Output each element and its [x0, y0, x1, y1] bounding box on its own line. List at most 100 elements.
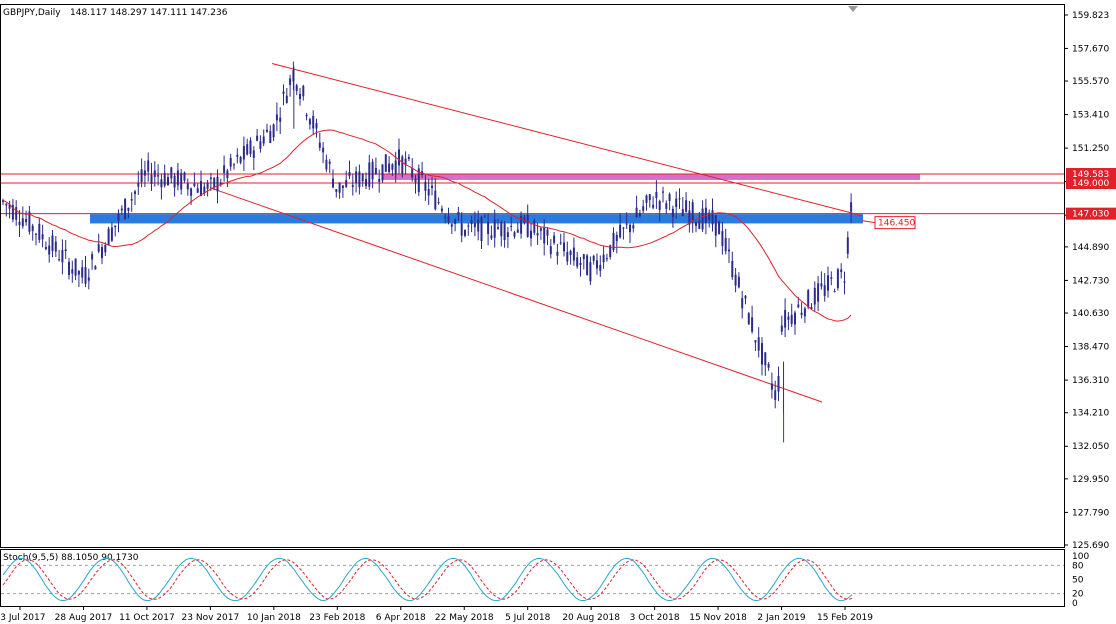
- candle-body: [823, 285, 826, 296]
- candle-body: [381, 164, 384, 181]
- candle-body: [262, 136, 265, 144]
- candle-body: [200, 181, 202, 196]
- trendlines-layer: [209, 63, 863, 403]
- candle-body: [176, 170, 179, 186]
- candle-body: [777, 376, 780, 392]
- candle-body: [384, 154, 387, 172]
- candle-body: [414, 178, 417, 183]
- candle-body: [305, 114, 308, 117]
- candle-body: [820, 283, 823, 287]
- candle-body: [609, 245, 612, 257]
- candle-body: [800, 312, 803, 316]
- candle-body: [107, 228, 110, 245]
- stoch-scale-label: 20: [1072, 590, 1084, 600]
- candle-body: [18, 221, 21, 225]
- resistance-zone: [382, 173, 920, 180]
- candle-body: [407, 157, 410, 159]
- candle-body: [437, 202, 440, 204]
- y-tick-label: 138.470: [1072, 343, 1109, 353]
- candle-body: [546, 229, 549, 236]
- note-pointer: [861, 220, 876, 224]
- candle-body: [127, 207, 130, 211]
- candle-body: [520, 215, 523, 234]
- candle-body: [731, 260, 734, 278]
- candle-body: [701, 208, 704, 230]
- candle-body: [285, 95, 288, 103]
- ohlc-readout: 148.117 148.297 147.111 147.236: [70, 8, 228, 18]
- candle-body: [457, 211, 460, 215]
- candle-body: [335, 189, 338, 192]
- candle-body: [787, 316, 790, 320]
- price-tag-resistance-text: 149.583: [1072, 170, 1109, 180]
- candle-body: [695, 222, 697, 226]
- x-tick-label: 2 Jan 2019: [757, 613, 805, 623]
- candle-body: [104, 245, 107, 253]
- candle-body: [259, 141, 262, 149]
- candle-body: [784, 309, 787, 328]
- candle-body: [8, 204, 11, 209]
- x-tick-label: 15 Feb 2019: [817, 613, 873, 623]
- candle-body: [269, 130, 272, 144]
- candle-body: [434, 190, 437, 210]
- candle-body: [272, 124, 275, 138]
- x-tick-label: 20 Aug 2018: [562, 613, 620, 623]
- candle-body: [846, 237, 849, 254]
- candle-body: [94, 266, 97, 270]
- candle-body: [226, 170, 229, 179]
- channel-upper-line[interactable]: [271, 63, 863, 217]
- candle-body: [183, 172, 186, 181]
- candle-body: [721, 231, 724, 246]
- candle-body: [764, 352, 767, 366]
- candle-body: [589, 262, 592, 282]
- candle-body: [190, 188, 193, 196]
- candle-body: [279, 117, 282, 122]
- candle-body: [629, 224, 631, 233]
- candle-body: [817, 283, 820, 302]
- candle-body: [605, 258, 608, 260]
- candle-body: [744, 295, 747, 299]
- candle-body: [681, 209, 684, 217]
- candle-body: [130, 199, 133, 201]
- moving-average-line: [2, 129, 852, 322]
- y-tick-label: 153.410: [1072, 111, 1109, 121]
- candle-body: [774, 390, 777, 401]
- candle-body: [140, 169, 143, 183]
- candle-body: [612, 232, 615, 250]
- candle-body: [345, 180, 348, 187]
- candle-body: [688, 210, 691, 225]
- price-tag-level-text: 149.000: [1072, 179, 1109, 189]
- candle-body: [473, 222, 476, 228]
- candle-body: [242, 145, 245, 160]
- candle-body: [556, 251, 559, 256]
- candle-body: [790, 314, 793, 324]
- candle-body: [51, 235, 54, 252]
- stoch-scale-label: 0: [1072, 599, 1078, 609]
- x-tick-label: 3 Oct 2018: [630, 613, 680, 623]
- candle-body: [170, 167, 173, 179]
- candle-body: [58, 259, 61, 261]
- candle-body: [332, 178, 334, 188]
- candle-body: [355, 171, 358, 183]
- candle-body: [619, 224, 622, 238]
- candle-body: [120, 208, 123, 211]
- candle-body: [388, 163, 391, 172]
- candle-body: [454, 219, 457, 224]
- candle-body: [143, 170, 146, 176]
- chart-menu-icon[interactable]: [848, 6, 858, 12]
- price-tag-current: [1066, 207, 1116, 220]
- x-tick-label: 11 Oct 2017: [119, 613, 175, 623]
- channel-lower-line[interactable]: [209, 187, 823, 403]
- candle-body: [559, 242, 562, 244]
- candle-body: [843, 281, 846, 283]
- x-tick-label: 6 Apr 2018: [376, 613, 426, 623]
- candle-body: [391, 164, 394, 170]
- candle-body: [675, 198, 678, 208]
- candle-body: [378, 178, 381, 182]
- candle-body: [97, 244, 100, 252]
- candle-body: [213, 178, 216, 188]
- candle-body: [480, 216, 483, 242]
- candle-body: [110, 227, 113, 241]
